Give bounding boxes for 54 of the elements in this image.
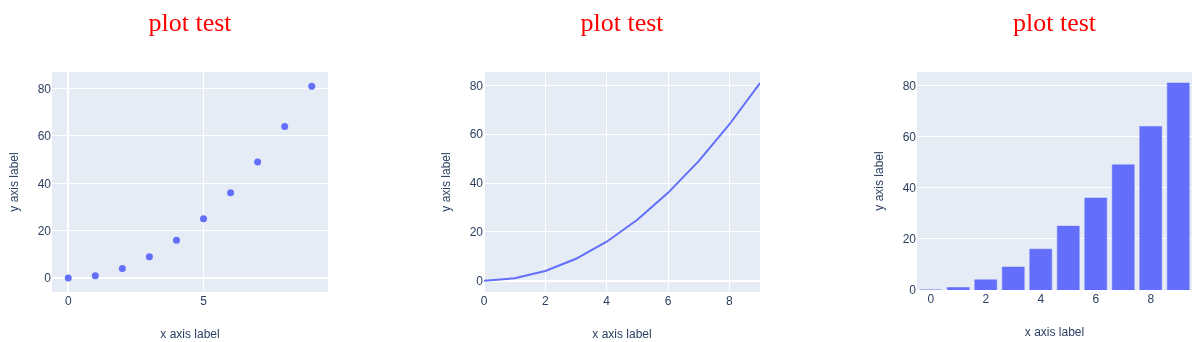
y-tick-label: 60 [37,129,52,144]
y-axis-title: y axis label [872,151,886,211]
bar [974,279,997,290]
x-tick-label: 8 [725,294,733,308]
x-tick-label: 5 [200,294,208,308]
y-tick-label: 60 [902,129,917,144]
y-tick-label: 20 [469,225,484,240]
line-series [484,81,760,282]
y-tick-label: 80 [902,78,917,93]
x-tick-label: 6 [664,294,672,308]
y-tick-label: 40 [902,180,917,195]
x-tick-label: 0 [927,292,935,306]
point [227,189,235,197]
x-tick-label: 6 [1092,292,1100,306]
x-tick-label: 8 [1147,292,1155,306]
y-tick-label: 20 [37,223,52,238]
point [308,82,316,90]
y-tick-label: 20 [902,232,917,247]
bar [1139,126,1162,290]
bar [1167,82,1190,290]
y-tick-label: 40 [37,176,52,191]
x-tick-label: 0 [64,294,72,308]
y-tick-label: 40 [469,176,484,191]
x-axis-title: x axis label [160,327,220,341]
y-tick-label: 80 [469,78,484,93]
bar [1084,197,1107,290]
bar [947,287,970,290]
point [281,122,289,130]
y-axis-title: y axis label [439,152,453,212]
chart-title: plot test [1012,8,1097,38]
x-axis-title: x axis label [1024,325,1085,339]
point [200,215,208,223]
chart-title: plot test [148,8,233,38]
bar [1112,164,1135,290]
point [254,158,262,166]
x-tick-label: 2 [541,294,549,308]
y-tick-label: 0 [476,273,484,288]
y-axis-title: y axis label [7,152,21,212]
point [145,253,153,261]
bar [1029,248,1052,290]
y-tick-label: 80 [37,81,52,96]
y-tick-label: 60 [469,127,484,142]
x-tick-label: 2 [982,292,990,306]
x-axis-title: x axis label [592,327,652,341]
y-tick-label: 0 [44,271,52,286]
bar [1002,266,1025,290]
point [91,272,99,280]
point [64,274,72,282]
chart-title: plot test [580,8,665,38]
point [172,236,180,244]
point [118,265,126,273]
x-tick-label: 4 [1037,292,1045,306]
x-tick-label: 4 [603,294,611,308]
bar [1057,225,1080,290]
